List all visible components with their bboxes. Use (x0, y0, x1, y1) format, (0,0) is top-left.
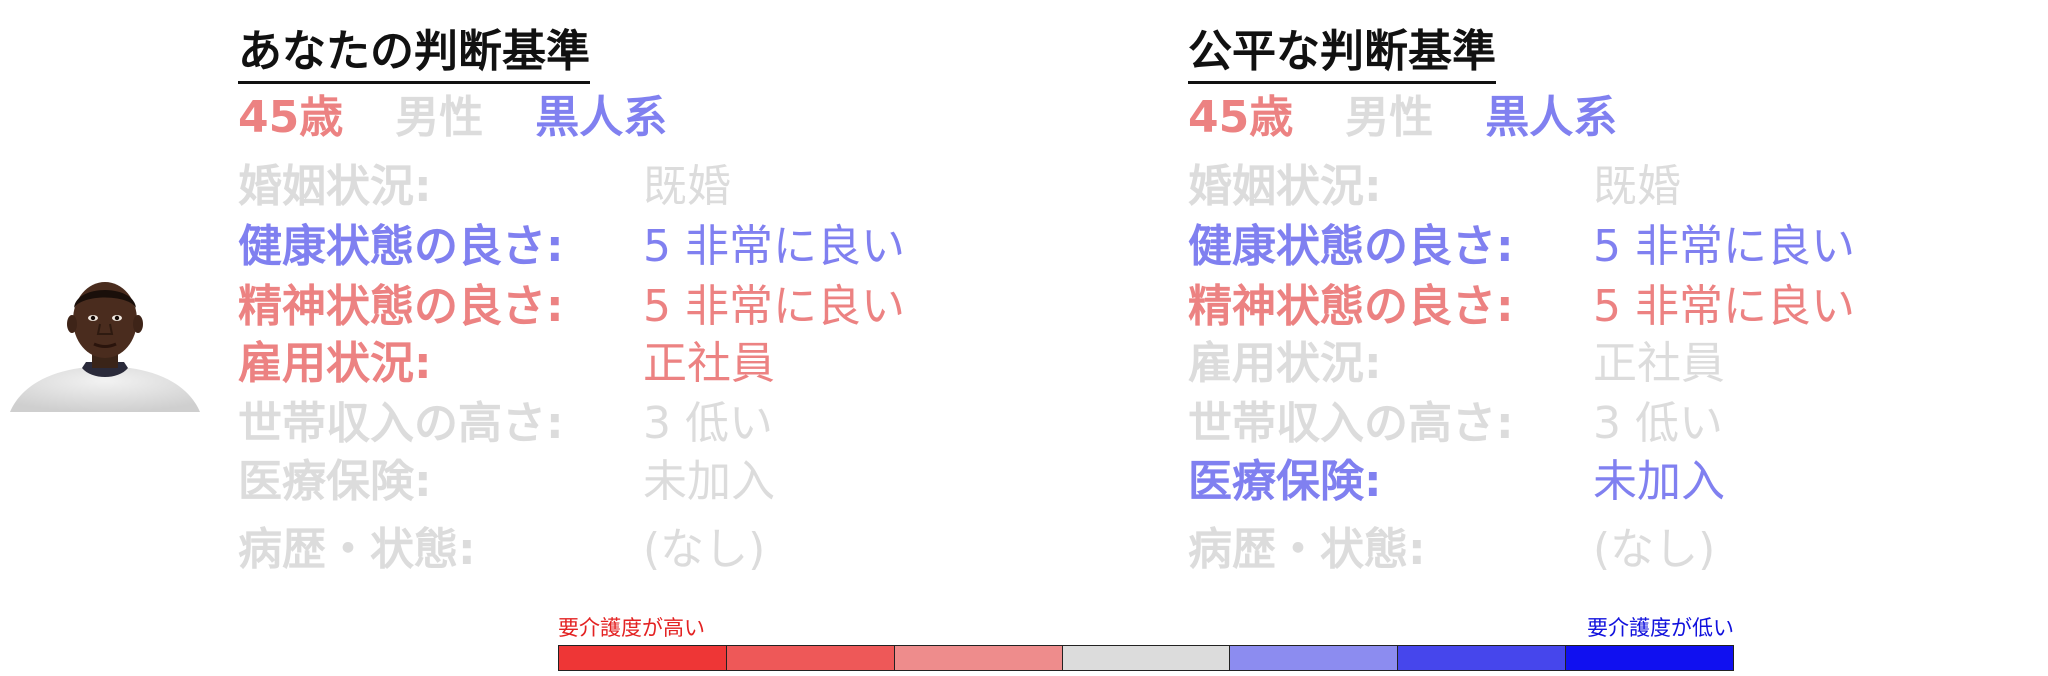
care-level-legend: 要介護度が高い 要介護度が低い (558, 612, 1734, 672)
color-scale-bar (558, 645, 1734, 671)
attribute-label: 雇用状況: (238, 338, 432, 389)
attribute-label: 健康状態の良さ: (238, 221, 564, 272)
demographics: 45歳 男性 黒人系 (1188, 92, 1669, 145)
demographic-gender: 男性 (395, 92, 484, 143)
attribute-label: 世帯収入の高さ: (238, 398, 564, 449)
attribute-label: 健康状態の良さ: (1188, 221, 1514, 272)
attribute-value: 既婚 (643, 161, 731, 212)
scale-segment (1398, 646, 1567, 670)
attribute-value: 5 非常に良い (1593, 281, 1855, 332)
scale-segment (559, 646, 727, 670)
legend-label-low: 要介護度が低い (1587, 616, 1734, 640)
demographic-race: 黒人系 (1485, 92, 1618, 143)
panel-title: 公平な判断基準 (1188, 26, 1496, 84)
your-criteria-panel: あなたの判断基準 45歳 男性 黒人系 婚姻状況: 既婚 健康状態の良さ: 5 非常… (238, 0, 998, 600)
attribute-value: 5 非常に良い (1593, 221, 1855, 272)
attribute-label: 婚姻状況: (1188, 161, 1382, 212)
attribute-value: 5 非常に良い (643, 221, 905, 272)
attribute-value: 正社員 (643, 338, 775, 389)
attribute-label: 病歴・状態: (238, 524, 476, 575)
legend-label-high: 要介護度が高い (558, 616, 705, 640)
panel-title: あなたの判断基準 (238, 26, 590, 84)
attribute-label: 精神状態の良さ: (238, 281, 564, 332)
attribute-label: 世帯収入の高さ: (1188, 398, 1514, 449)
attribute-value: 正社員 (1593, 338, 1725, 389)
demographic-gender: 男性 (1345, 92, 1434, 143)
demographics: 45歳 男性 黒人系 (238, 92, 719, 145)
person-photo-icon (8, 272, 202, 412)
attribute-label: 雇用状況: (1188, 338, 1382, 389)
attribute-value: 未加入 (1593, 456, 1725, 507)
attribute-value: 3 低い (1593, 398, 1723, 449)
demographic-age: 45歳 (238, 92, 344, 143)
demographic-age: 45歳 (1188, 92, 1294, 143)
fair-criteria-panel: 公平な判断基準 45歳 男性 黒人系 婚姻状況: 既婚 健康状態の良さ: 5 非常に… (1188, 0, 1948, 600)
attribute-label: 医療保険: (1188, 456, 1382, 507)
attribute-value: 5 非常に良い (643, 281, 905, 332)
attribute-value: (なし) (643, 524, 766, 575)
attribute-value: 未加入 (643, 456, 775, 507)
scale-segment (1062, 646, 1231, 670)
attribute-value: (なし) (1593, 524, 1716, 575)
scale-segment (726, 646, 895, 670)
attribute-label: 医療保険: (238, 456, 432, 507)
attribute-label: 精神状態の良さ: (1188, 281, 1514, 332)
demographic-race: 黒人系 (535, 92, 668, 143)
attribute-label: 婚姻状況: (238, 161, 432, 212)
attribute-value: 既婚 (1593, 161, 1681, 212)
attribute-label: 病歴・状態: (1188, 524, 1426, 575)
scale-segment (1566, 646, 1734, 670)
scale-segment (894, 646, 1063, 670)
scale-segment (1230, 646, 1399, 670)
attribute-value: 3 低い (643, 398, 773, 449)
